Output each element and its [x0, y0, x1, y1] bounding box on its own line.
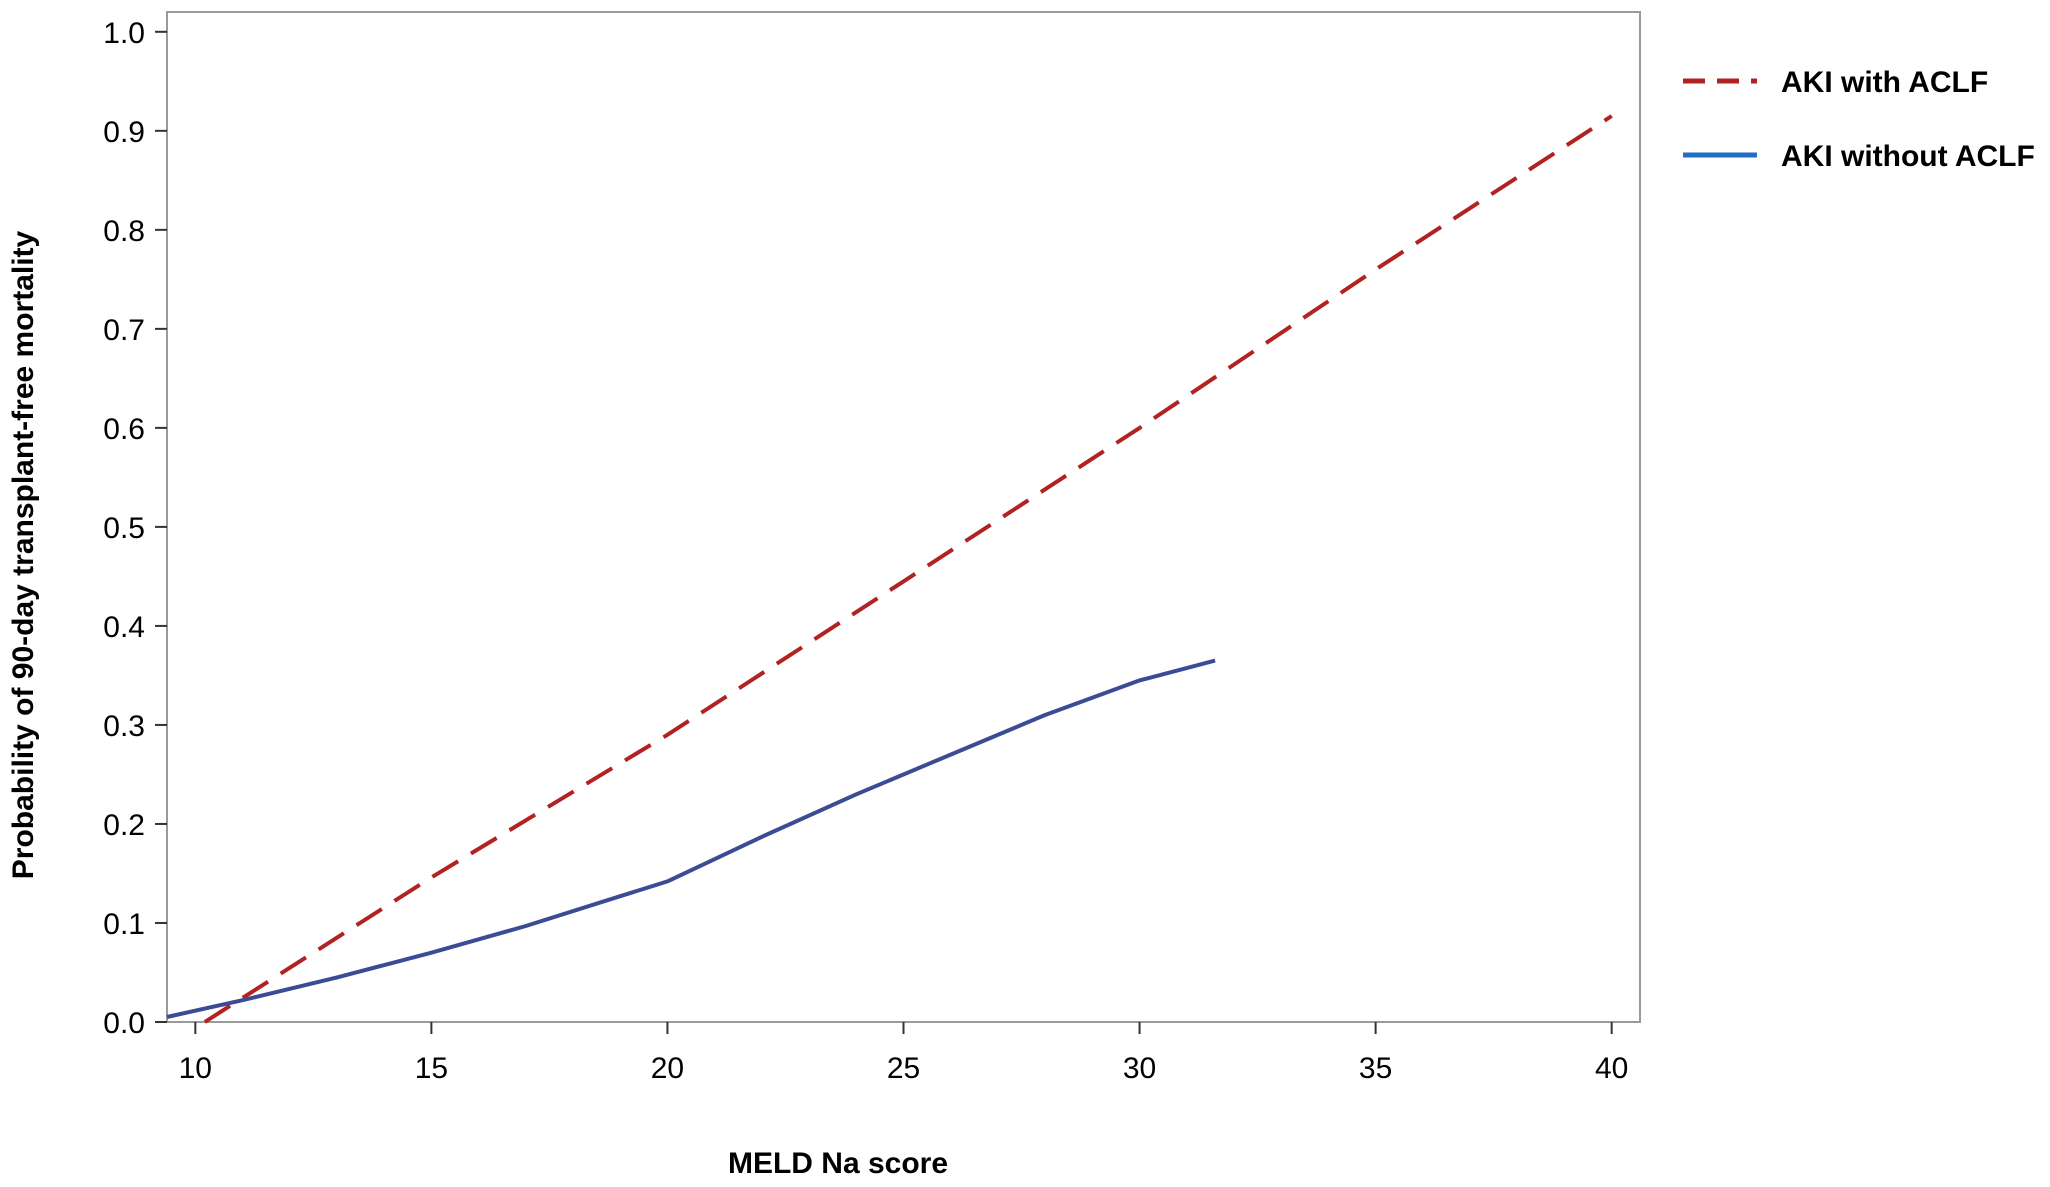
- plot-area-frame: [166, 11, 1641, 1023]
- y-tick-label: 0.2: [103, 809, 145, 842]
- y-tick-label: 0.3: [103, 710, 145, 743]
- series-line-2: [166, 658, 1216, 1019]
- legend-label-1: AKI with ACLF: [1781, 66, 1988, 99]
- y-tick-label: 0.7: [103, 314, 145, 347]
- y-tick-label: 0.1: [103, 908, 145, 941]
- y-tick-label: 0.8: [103, 215, 145, 248]
- x-tick-label: 10: [179, 1052, 212, 1085]
- y-axis-title: Probability of 90-day transplant-free mo…: [7, 230, 40, 879]
- y-tick-label: 0.9: [103, 116, 145, 149]
- legend: AKI with ACLF AKI without ACLF: [1683, 66, 2035, 173]
- x-tick-label: 40: [1595, 1052, 1628, 1085]
- x-tick-label: 35: [1359, 1052, 1392, 1085]
- y-tick-label: 0.6: [103, 413, 145, 446]
- series-line-1: [203, 114, 1613, 1024]
- x-axis: 10 15 20 25 30 35 40: [179, 1022, 1628, 1085]
- x-tick-label: 25: [887, 1052, 920, 1085]
- y-tick-label: 0.0: [103, 1007, 145, 1040]
- y-tick-label: 0.4: [103, 611, 145, 644]
- x-tick-label: 20: [651, 1052, 684, 1085]
- y-tick-label: 0.5: [103, 512, 145, 545]
- series-layer: [166, 114, 1613, 1024]
- y-tick-label: 1.0: [103, 17, 145, 50]
- y-axis: 0.0 0.1 0.2 0.3 0.4 0.5 0.6 0.7 0.8 0.9 1.0: [103, 17, 167, 1040]
- x-axis-title: MELD Na score: [728, 1147, 948, 1180]
- x-tick-label: 30: [1123, 1052, 1156, 1085]
- legend-label-2: AKI without ACLF: [1781, 140, 2035, 173]
- x-tick-label: 15: [415, 1052, 448, 1085]
